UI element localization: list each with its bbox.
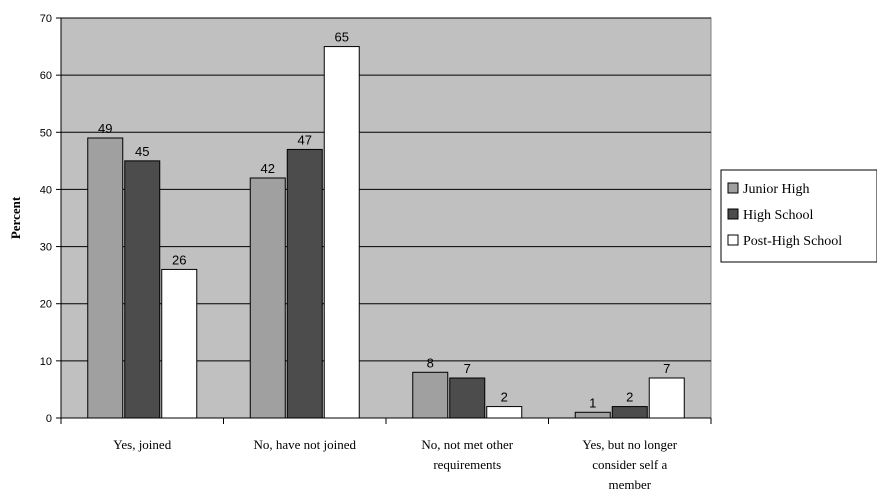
y-tick-label: 60 (40, 70, 52, 82)
legend-box (720, 169, 877, 263)
data-label: 26 (172, 252, 186, 267)
data-label: 42 (261, 161, 275, 176)
bar-post-high-school (486, 406, 523, 419)
bars (87, 46, 685, 419)
data-label: 7 (464, 361, 471, 376)
bar-post-high-school (161, 268, 198, 419)
bar-high-school (611, 406, 648, 419)
x-category-label: No, not met other requirements (421, 437, 513, 472)
y-tick-label: 40 (40, 184, 52, 196)
data-label: 2 (626, 390, 633, 405)
y-tick-label: 50 (40, 127, 52, 139)
legend-label: High School (743, 208, 814, 223)
data-label: 2 (501, 390, 508, 405)
x-category-labels: Yes, joined No, have not joined No, not me… (113, 437, 677, 492)
bar-high-school (449, 377, 486, 419)
y-tick-label: 0 (46, 413, 52, 425)
data-label: 47 (298, 132, 312, 147)
bar-post-high-school (648, 377, 685, 419)
bar-junior-high (87, 137, 124, 419)
y-tick-label: 30 (40, 242, 52, 254)
bar-post-high-school (323, 46, 360, 419)
axes (56, 17, 712, 424)
y-tick-label: 70 (40, 13, 52, 25)
y-axis-label: Percent (8, 196, 23, 239)
x-category-label: No, have not joined (253, 437, 356, 452)
bar-high-school (286, 148, 323, 419)
legend: Junior High High School Post-High School (720, 169, 877, 263)
y-tick-label: 20 (40, 299, 52, 311)
legend-label: Junior High (743, 182, 810, 197)
legend-swatch (727, 208, 739, 220)
legend-swatch (727, 182, 739, 194)
bar-junior-high (249, 177, 286, 419)
legend-swatch (727, 234, 739, 246)
data-labels: 49 45 26 42 47 65 8 7 2 1 2 7 (98, 30, 670, 411)
y-tick-labels: 0 10 20 30 40 50 60 70 (40, 13, 52, 425)
data-label: 7 (663, 361, 670, 376)
x-category-label: Yes, joined (113, 437, 171, 452)
data-label: 45 (135, 144, 149, 159)
bar-junior-high (412, 371, 449, 419)
data-label: 49 (98, 121, 112, 136)
y-tick-label: 10 (40, 356, 52, 368)
bar-junior-high (574, 411, 611, 419)
data-label: 8 (427, 355, 434, 370)
bar-high-school (124, 160, 161, 419)
data-label: 1 (589, 395, 596, 410)
data-label: 65 (335, 30, 349, 45)
x-category-label: Yes, but no longer consider self a member (582, 437, 677, 492)
legend-label: Post-High School (743, 234, 842, 249)
